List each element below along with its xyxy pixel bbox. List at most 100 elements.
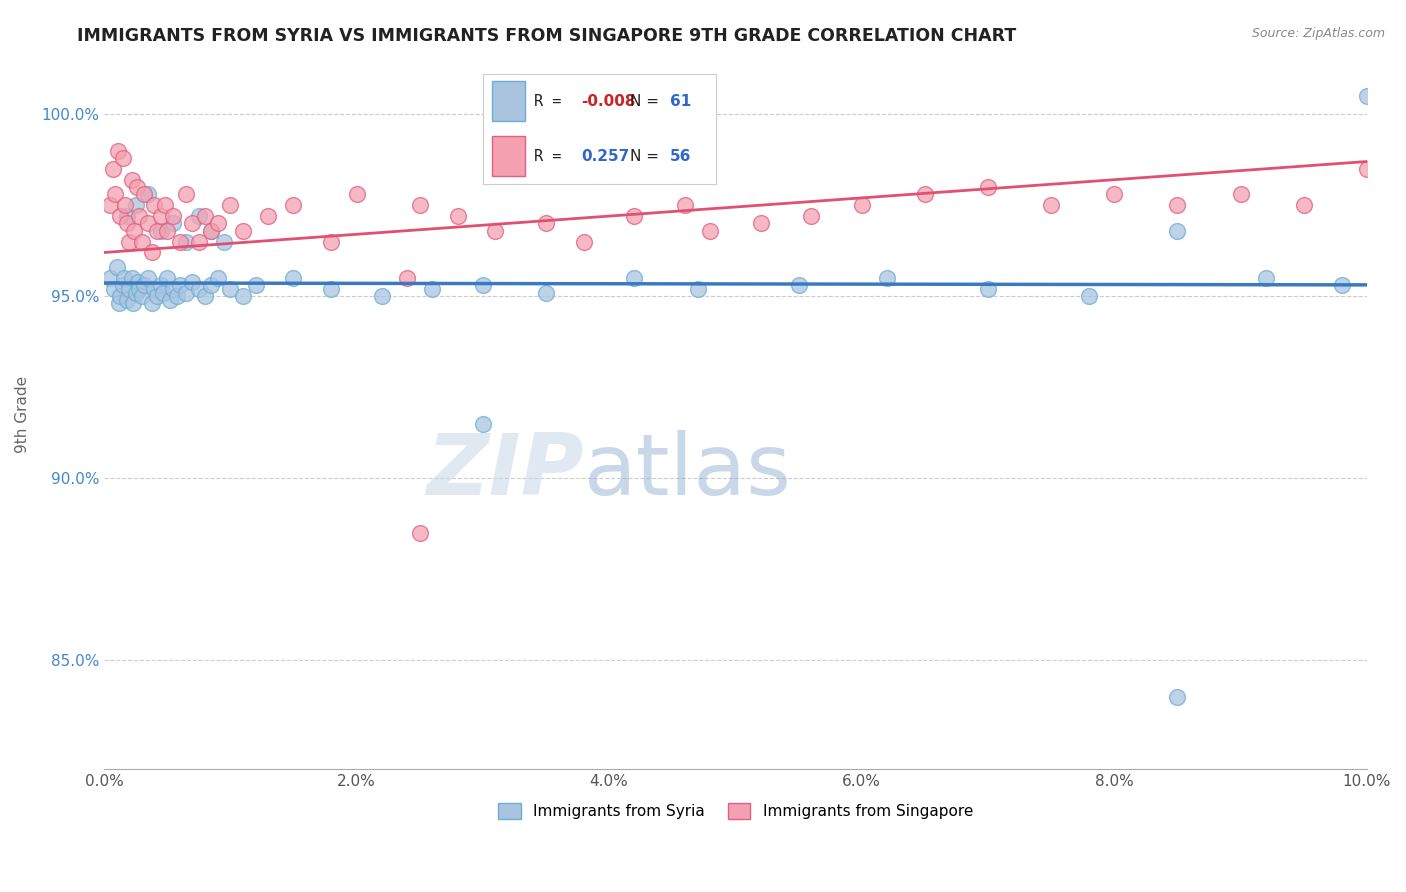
Point [187,209,209,223]
Point [136,187,159,202]
Point [143,198,166,212]
Point [1229,187,1251,202]
Point [346,187,368,202]
Point [194,289,217,303]
Point [162,209,184,223]
Point [876,271,898,285]
Point [673,198,696,212]
Point [446,209,468,223]
Point [572,235,595,249]
Point [134,278,156,293]
Point [420,282,443,296]
Point [153,198,176,212]
Point [101,161,124,176]
Point [141,245,163,260]
Point [623,209,645,223]
Point [166,289,188,303]
Point [181,275,204,289]
Point [232,289,254,303]
Point [200,224,222,238]
Point [212,235,235,249]
Point [200,224,222,238]
Point [125,180,148,194]
Point [484,224,506,238]
Point [977,180,1000,194]
Point [371,289,394,303]
Text: IMMIGRANTS FROM SYRIA VS IMMIGRANTS FROM SINGAPORE 9TH GRADE CORRELATION CHART: IMMIGRANTS FROM SYRIA VS IMMIGRANTS FROM… [77,27,1017,45]
Point [143,282,166,296]
Point [699,224,721,238]
Point [105,260,128,274]
Point [115,216,138,230]
Text: atlas: atlas [583,430,792,513]
Point [115,293,138,307]
Point [98,271,121,285]
Point [219,198,242,212]
Point [118,235,141,249]
Point [257,209,280,223]
Point [112,271,135,285]
Point [121,172,143,186]
Point [149,209,172,223]
Point [127,275,149,289]
Point [108,296,131,310]
Point [1254,271,1277,285]
Point [1078,289,1101,303]
Point [396,271,419,285]
Point [283,198,305,212]
Point [104,187,127,202]
Point [169,278,191,293]
Point [98,198,121,212]
Point [169,235,191,249]
Point [174,235,197,249]
Point [156,271,179,285]
Point [174,285,197,300]
Point [131,289,153,303]
Point [128,282,150,296]
Point [534,285,557,300]
Point [207,271,229,285]
Point [159,293,181,307]
Point [321,282,343,296]
Point [110,209,132,223]
Point [1102,187,1125,202]
Point [194,209,217,223]
Point [283,271,305,285]
Point [162,216,184,230]
Legend: Immigrants from Syria, Immigrants from Singapore: Immigrants from Syria, Immigrants from S… [492,797,979,825]
Point [162,282,184,296]
Point [1166,198,1188,212]
Point [408,198,430,212]
Point [152,285,174,300]
Point [118,282,141,296]
Point [122,296,145,310]
Point [149,278,172,293]
Y-axis label: 9th Grade: 9th Grade [15,376,30,453]
Point [141,296,163,310]
Point [1355,89,1378,103]
Point [534,216,557,230]
Point [749,216,772,230]
Text: ZIP: ZIP [426,430,583,513]
Point [1040,198,1063,212]
Point [187,235,209,249]
Point [124,198,146,212]
Point [219,282,242,296]
Point [471,417,494,431]
Point [914,187,936,202]
Point [1330,278,1353,293]
Point [131,235,153,249]
Point [1292,198,1315,212]
Point [232,224,254,238]
Point [321,235,343,249]
Point [115,209,138,223]
Point [851,198,873,212]
Point [110,289,132,303]
Point [107,144,129,158]
Point [146,224,169,238]
Point [1166,224,1188,238]
Point [181,216,204,230]
Point [1355,161,1378,176]
Point [1166,690,1188,704]
Point [121,271,143,285]
